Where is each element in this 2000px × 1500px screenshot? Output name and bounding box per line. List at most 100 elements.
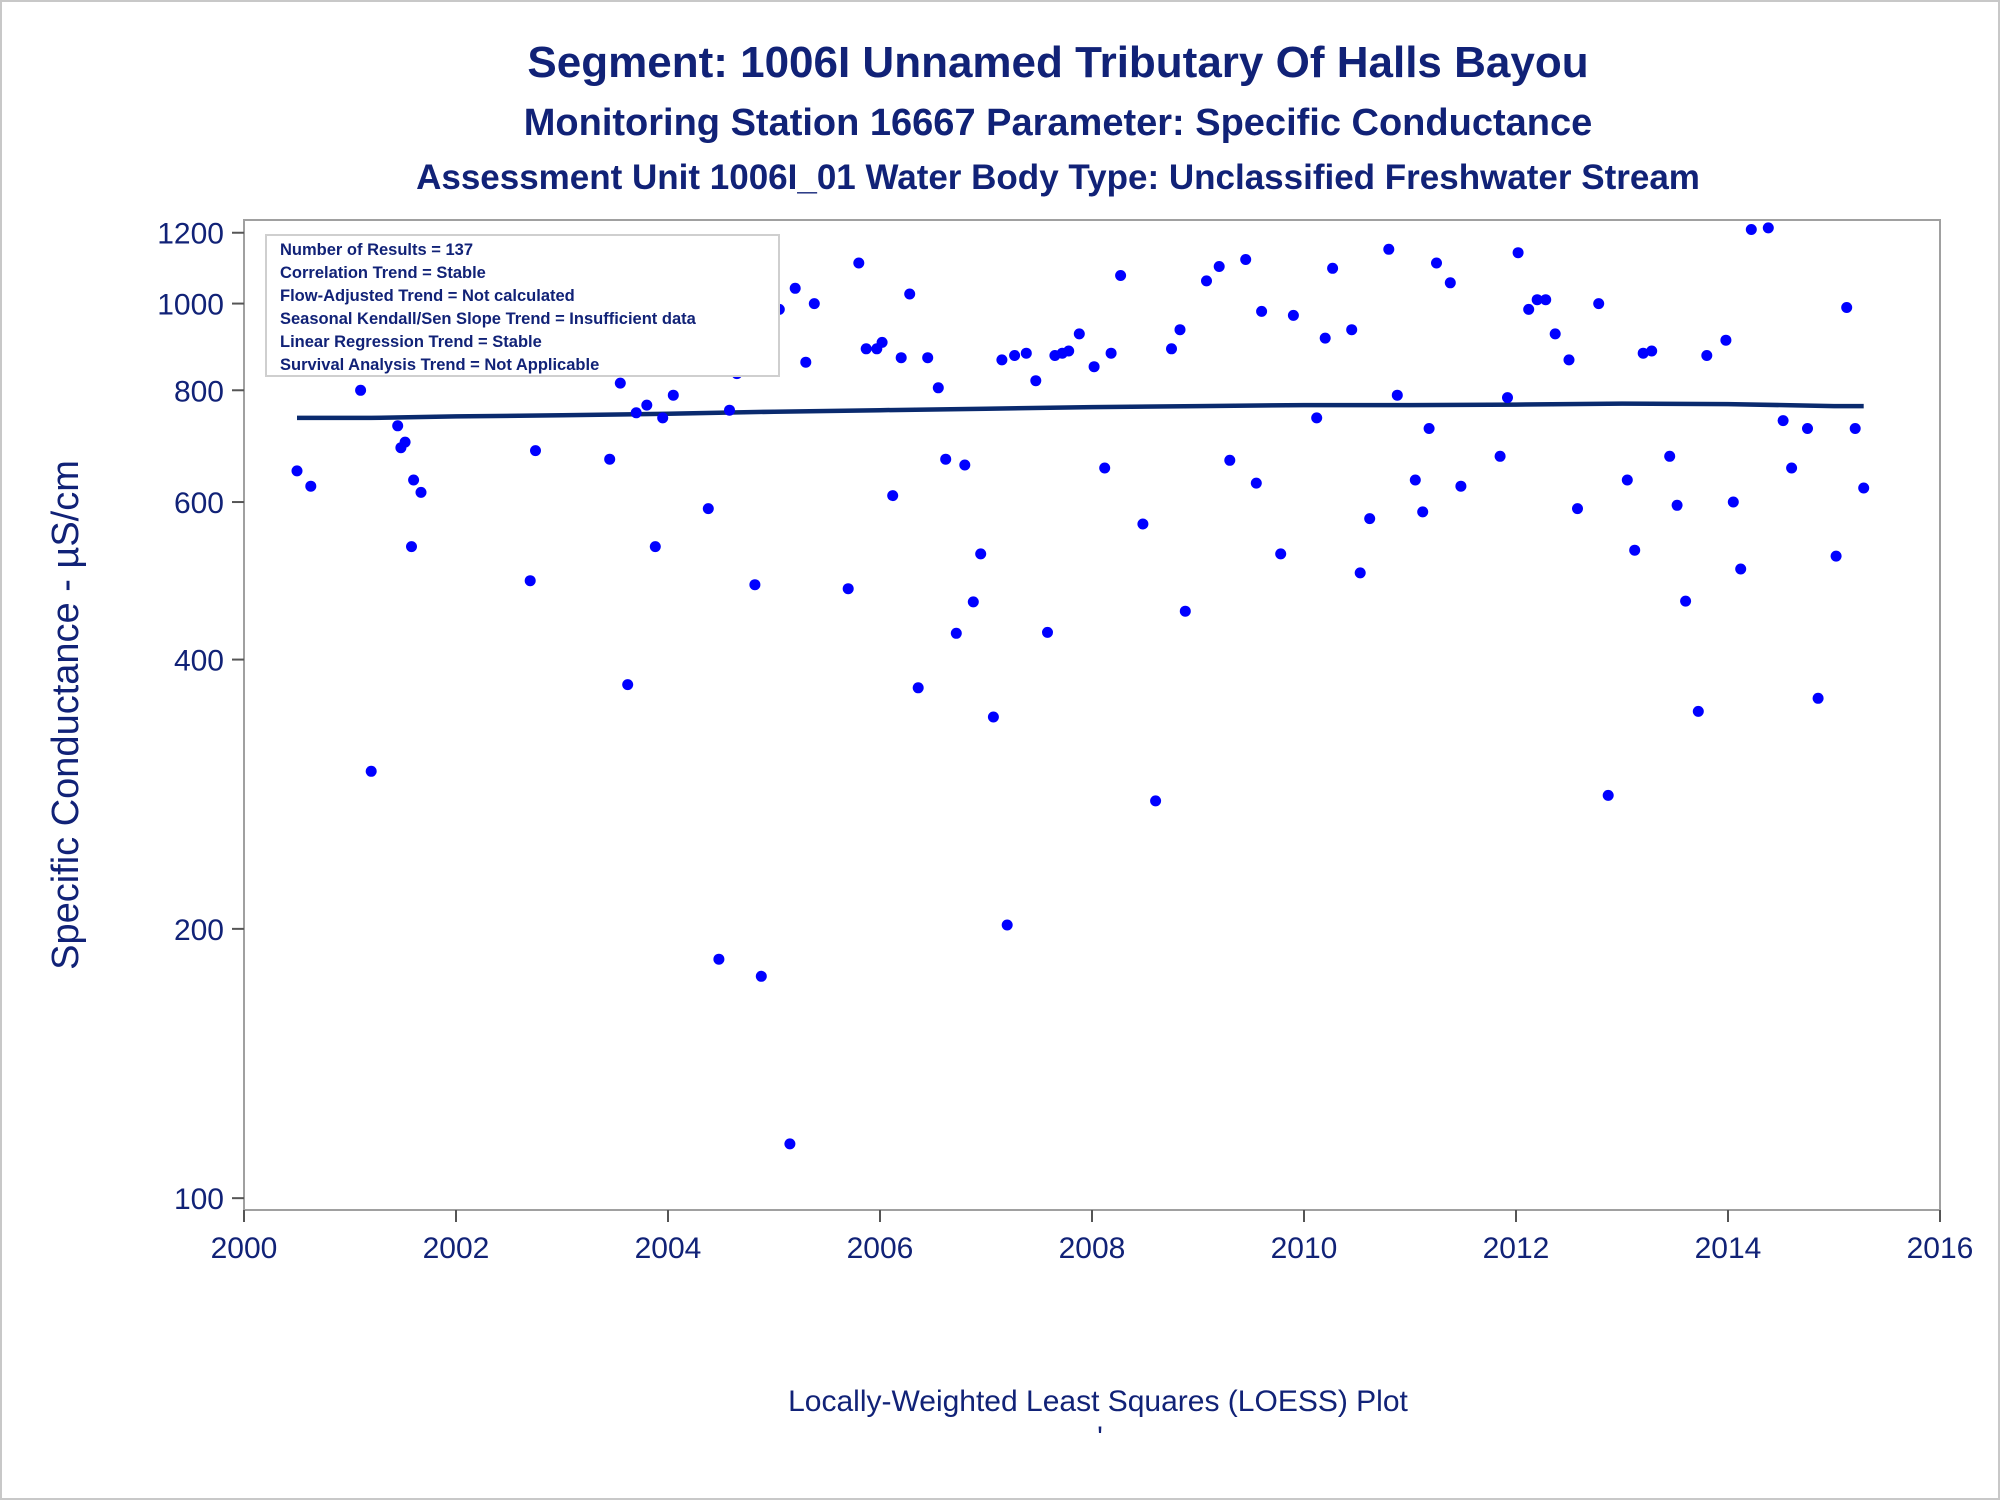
data-point [1346,324,1358,336]
x-tick-label: 2004 [635,1232,702,1265]
data-point [1849,423,1861,434]
data-point [987,711,999,723]
data-point [1680,595,1692,607]
x-axis: 2000 2002 2004 2006 2008 2010 2012 2014 2016 [211,1210,1973,1265]
data-point [1256,305,1268,317]
data-point [1664,450,1676,462]
data-point [1455,480,1467,492]
data-point [702,503,714,515]
data-point [1671,499,1683,511]
data-point [1720,334,1732,346]
data-point [408,474,420,486]
data-point [789,282,801,294]
data-point [1858,482,1870,494]
data-point [1540,294,1552,306]
data-point [959,459,971,471]
chart-subtitle-2: Assessment Unit 1006I_01 Water Body Type… [416,158,1700,197]
data-point [1383,243,1395,255]
data-point [415,486,427,498]
data-point [1391,389,1403,401]
data-point [996,354,1008,366]
data-point [1287,309,1299,321]
data-point [1572,503,1583,515]
data-point [524,575,536,587]
stat-linear-regression-trend: Linear Regression Trend = Stable [280,333,542,351]
data-point [1812,692,1824,704]
data-point [1166,343,1177,355]
data-point [1841,302,1853,313]
data-point [1745,224,1757,235]
data-point [1224,454,1236,466]
data-point [1701,350,1713,361]
data-point [940,453,952,465]
data-point [1115,270,1127,281]
data-point [1563,354,1575,366]
chart-subtitle: Monitoring Station 16667 Parameter: Spec… [523,102,1593,144]
data-point [1042,626,1053,638]
y-tick-label: 1000 [157,289,224,322]
data-point [649,541,661,553]
chart-title: Segment: 1006I Unnamed Tributary Of Hall… [527,38,1589,87]
data-point [876,336,888,348]
data-point [1593,298,1605,310]
data-point [365,765,377,777]
x-tick-label: 2006 [847,1232,914,1265]
x-tick-label: 2000 [211,1232,278,1265]
data-point [713,953,725,965]
y-tick-label: 600 [174,487,224,520]
data-point [1444,277,1456,289]
data-point [399,436,411,448]
data-point [1311,412,1323,424]
data-point [1099,462,1111,474]
data-point [904,288,916,300]
data-point [1201,275,1212,287]
data-point [1150,795,1162,807]
data-point [967,596,979,608]
stat-number-of-results: Number of Results = 137 [280,241,473,259]
data-point [912,682,924,694]
data-point [1830,550,1842,562]
data-point [808,298,820,310]
stats-box-frame [265,234,780,377]
data-point [1020,347,1032,359]
data-point [887,490,899,502]
data-point [1621,474,1633,486]
data-point [1250,477,1262,489]
y-axis: 100 200 400 600 800 1000 1200 [157,218,244,1216]
data-point [1735,563,1747,575]
data-point [1417,506,1429,518]
data-point [1762,222,1774,234]
y-axis-title: Specific Conductance - µS/cm [45,460,87,970]
data-point [1502,392,1513,404]
data-point [667,389,679,401]
data-point [622,679,634,691]
x-axis-title: Locally-Weighted Least Squares (LOESS) P… [788,1385,1408,1418]
data-point [1423,423,1435,434]
data-point [1105,347,1117,359]
loess-trend-line [297,401,1864,421]
data-point [305,480,317,492]
data-point [860,343,872,355]
data-point [1275,548,1287,560]
data-point [895,352,907,364]
data-point [1727,496,1739,508]
x-tick-label: 2002 [423,1232,490,1265]
data-point [406,541,417,553]
data-point [1001,919,1013,931]
data-point [1319,332,1331,344]
data-point [1531,294,1543,306]
x-tick-label: 2014 [1695,1232,1762,1265]
data-point [614,377,626,389]
data-point [1549,328,1561,340]
data-point [1240,254,1252,265]
trend-stats-box: Number of Results = 137 Correlation Tren… [265,234,780,377]
data-point [392,420,404,432]
data-point [1354,567,1366,579]
data-point [755,970,767,982]
data-point [1802,423,1813,434]
data-point [1494,450,1506,462]
data-point [800,356,812,368]
data-point [1777,415,1789,427]
data-point [630,407,642,419]
data-point [1327,262,1339,274]
